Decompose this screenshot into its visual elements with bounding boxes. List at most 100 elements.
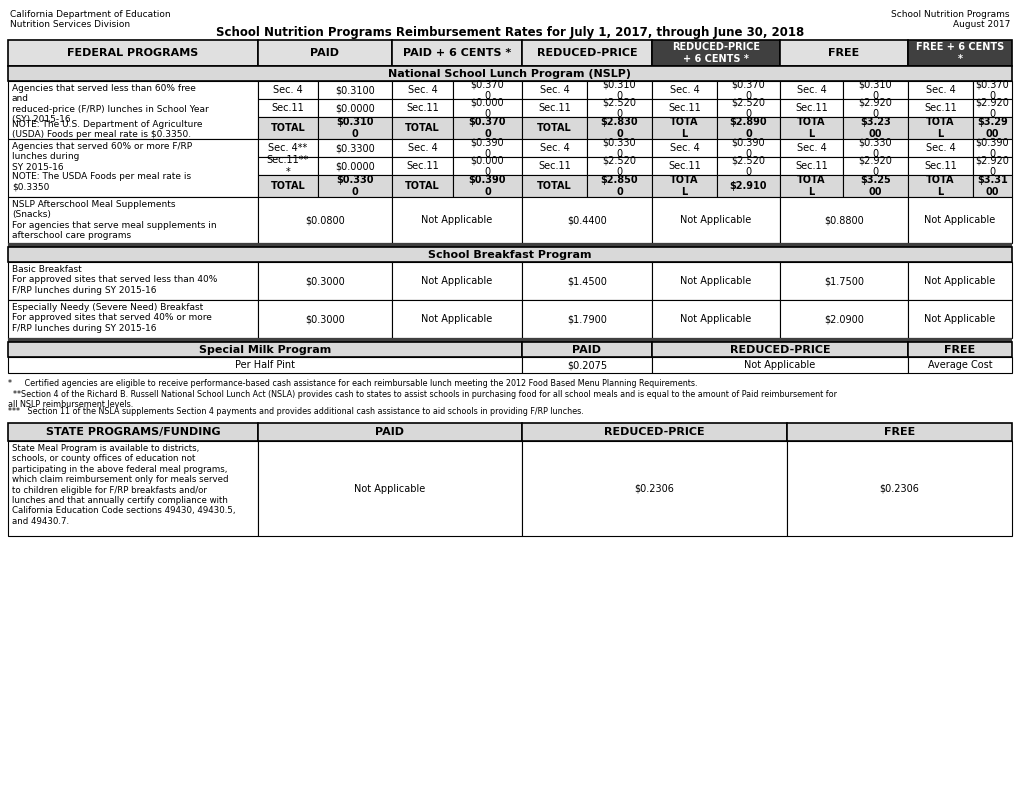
Bar [258,441,522,536]
Text: Sec.11: Sec.11 [795,161,827,171]
Text: Sec.11: Sec.11 [923,161,956,171]
Bar [842,139,907,157]
Text: TOTA
L: TOTA L [797,175,825,197]
Bar [8,197,258,243]
Bar [522,175,586,197]
Text: Sec. 4: Sec. 4 [539,85,569,95]
Text: REDUCED-PRICE: REDUCED-PRICE [536,48,637,58]
Text: Sec. 4: Sec. 4 [408,143,437,153]
Text: $2.890
0: $2.890 0 [729,117,766,139]
Text: Sec. 4**: Sec. 4** [268,143,308,153]
Bar [391,157,452,175]
Text: $0.330
0: $0.330 0 [602,137,636,159]
Bar [780,175,842,197]
Text: Not Applicable: Not Applicable [421,215,492,225]
Bar [907,262,1011,300]
Bar [452,117,522,139]
Bar [8,423,258,441]
Text: Not Applicable: Not Applicable [421,276,492,286]
Text: $1.7900: $1.7900 [567,314,606,324]
Bar [907,342,1011,357]
Bar [907,99,972,117]
Bar [318,117,391,139]
Bar [842,175,907,197]
Bar [651,262,780,300]
Bar [391,117,452,139]
Text: Not Applicable: Not Applicable [923,215,995,225]
Bar [586,175,651,197]
Text: Sec. 4: Sec. 4 [539,143,569,153]
Text: PAID: PAID [310,48,339,58]
Text: $0.2306: $0.2306 [878,484,918,493]
Text: $0.310
0: $0.310 0 [858,80,892,101]
Text: Sec.11: Sec.11 [667,161,700,171]
Text: $1.4500: $1.4500 [567,276,606,286]
Text: $3.31
00: $3.31 00 [976,175,1007,197]
Bar [258,117,318,139]
Bar [780,157,842,175]
Bar [787,423,1011,441]
Bar [651,139,716,157]
Bar [258,300,391,338]
Text: $2.850
0: $2.850 0 [600,175,638,197]
Text: $2.920
0: $2.920 0 [858,97,892,119]
Text: $2.920
0: $2.920 0 [974,97,1009,119]
Text: $0.370
0: $0.370 0 [731,80,764,101]
Bar [522,300,651,338]
Text: Not Applicable: Not Applicable [923,276,995,286]
Bar [522,157,586,175]
Bar [452,81,522,99]
Text: School Breakfast Program: School Breakfast Program [428,250,591,259]
Bar [907,81,972,99]
Bar [907,139,972,157]
Bar [780,40,907,66]
Text: $3.25
00: $3.25 00 [859,175,890,197]
Text: $3.29
00: $3.29 00 [976,117,1007,139]
Bar [972,157,1011,175]
Bar [522,99,586,117]
Text: Sec. 4: Sec. 4 [796,85,825,95]
Text: $0.0800: $0.0800 [305,215,344,225]
Text: TOTA
L: TOTA L [669,117,698,139]
Bar [842,157,907,175]
Text: School Nutrition Programs Reimbursement Rates for July 1, 2017, through June 30,: School Nutrition Programs Reimbursement … [216,25,803,39]
Text: School Nutrition Programs
August 2017: School Nutrition Programs August 2017 [891,10,1009,29]
Bar [8,66,1011,81]
Text: FREE: FREE [827,48,859,58]
Text: $0.370
0: $0.370 0 [470,80,503,101]
Text: Especially Needy (Severe Need) Breakfast
For approved sites that served 40% or m: Especially Needy (Severe Need) Breakfast… [12,303,212,333]
Text: Sec.11**
*: Sec.11** * [267,155,309,177]
Text: Not Applicable: Not Applicable [421,314,492,324]
Text: TOTAL: TOTAL [537,123,572,133]
Text: Basic Breakfast
For approved sites that served less than 40%
F/RP lunches during: Basic Breakfast For approved sites that … [12,265,217,295]
Text: Not Applicable: Not Applicable [680,215,751,225]
Text: $0.0000: $0.0000 [335,103,375,113]
Text: $0.390
0: $0.390 0 [975,137,1009,159]
Text: $0.3000: $0.3000 [305,276,344,286]
Bar [8,262,258,300]
Bar [8,139,258,197]
Text: STATE PROGRAMS/FUNDING: STATE PROGRAMS/FUNDING [46,427,220,437]
Text: FEDERAL PROGRAMS: FEDERAL PROGRAMS [67,48,199,58]
Bar [780,139,842,157]
Text: Average Cost: Average Cost [926,360,991,370]
Text: California Department of Education
Nutrition Services Division: California Department of Education Nutri… [10,10,170,29]
Bar [842,81,907,99]
Text: $0.310
0: $0.310 0 [602,80,636,101]
Text: **Section 4 of the Richard B. Russell National School Lunch Act (NSLA) provides : **Section 4 of the Richard B. Russell Na… [8,390,837,410]
Bar [318,139,391,157]
Bar [651,99,716,117]
Bar [651,117,716,139]
Text: *     Certified agencies are eligible to receive performance-based cash assistan: * Certified agencies are eligible to rec… [8,379,697,388]
Text: TOTAL: TOTAL [270,181,305,191]
Text: $2.520
0: $2.520 0 [731,155,764,177]
Bar [318,175,391,197]
Bar [586,99,651,117]
Text: TOTA
L: TOTA L [925,175,954,197]
Bar [391,40,522,66]
Bar [452,157,522,175]
Bar [780,300,907,338]
Bar [651,81,716,99]
Text: $2.910: $2.910 [729,181,766,191]
Text: $0.370
0: $0.370 0 [974,80,1009,101]
